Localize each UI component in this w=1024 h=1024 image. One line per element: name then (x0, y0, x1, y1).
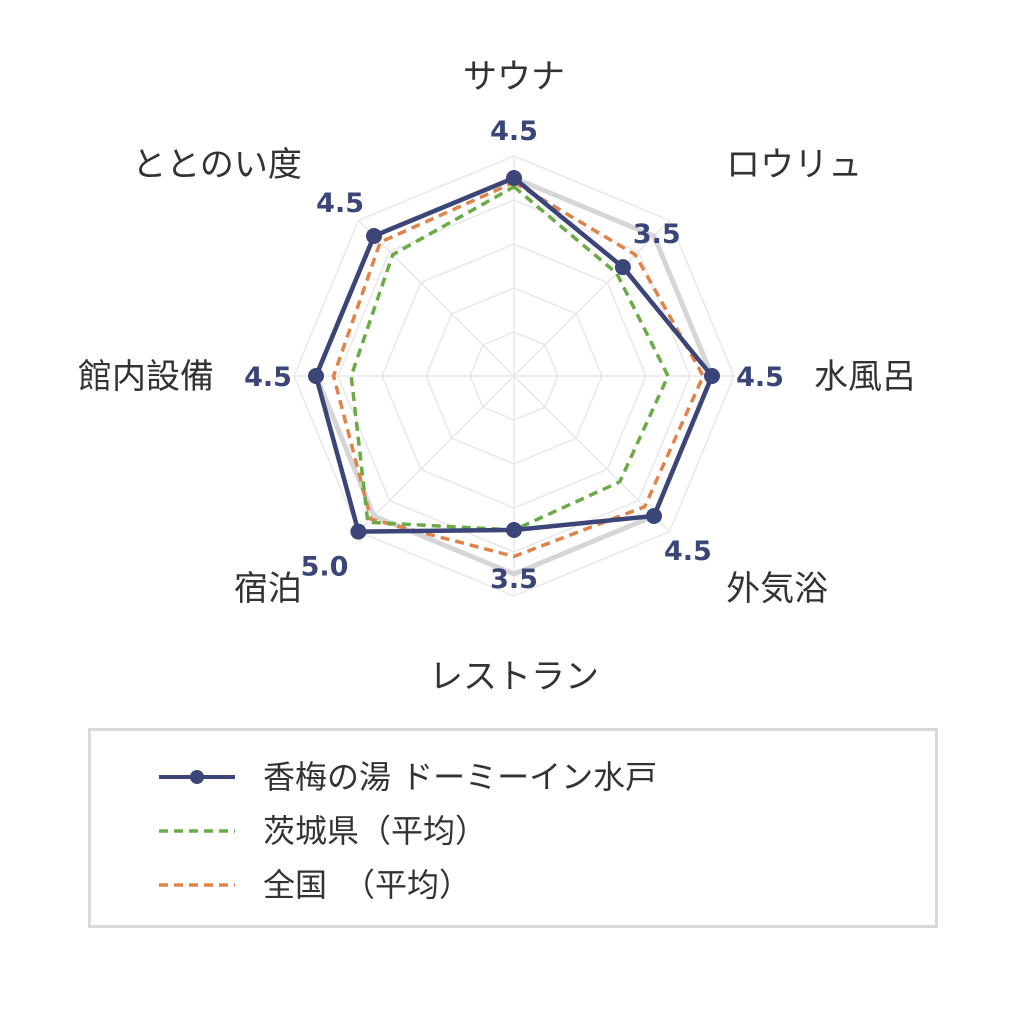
value-label: 4.5 (316, 188, 364, 219)
data-point (704, 368, 720, 384)
value-label: 3.5 (490, 564, 538, 595)
legend-line-ibaraki (159, 829, 235, 833)
value-label: 3.5 (633, 219, 681, 250)
data-point (350, 523, 367, 540)
legend-label-ibaraki: 茨城県（平均） (263, 812, 488, 850)
axis-label: ととのい度 (132, 145, 302, 185)
axis-label: ロウリュ (726, 145, 862, 185)
grid-spoke (357, 219, 515, 377)
value-label: 4.5 (244, 362, 292, 393)
axis-label: 宿泊 (234, 569, 302, 609)
legend-label-hotel: 香梅の湯 ドーミーイン水戸 (263, 758, 658, 796)
grid-spoke (357, 375, 515, 533)
grid-spoke (513, 219, 671, 377)
legend-item-ibaraki: 茨城県（平均） (91, 811, 935, 851)
axis-label: レストラン (429, 657, 599, 697)
data-point (646, 508, 662, 524)
data-point (506, 170, 522, 186)
value-label: 4.5 (490, 116, 538, 147)
axis-label: サウナ (463, 57, 565, 97)
series-line (349, 185, 670, 532)
legend-item-national: 全国 （平均） (91, 865, 935, 905)
axis-label: 館内設備 (78, 357, 214, 397)
series-line (331, 180, 705, 559)
legend-line-national (159, 883, 235, 887)
legend-item-hotel: 香梅の湯 ドーミーイン水戸 (91, 757, 935, 797)
data-point (614, 259, 631, 276)
value-label: 5.0 (301, 552, 349, 583)
legend: 香梅の湯 ドーミーイン水戸 茨城県（平均） 全国 （平均） (88, 728, 938, 928)
data-point (308, 368, 324, 384)
legend-label-national: 全国 （平均） (263, 866, 472, 904)
axis-label: 外気浴 (726, 569, 828, 609)
value-label: 4.5 (736, 362, 784, 393)
legend-line-hotel (159, 770, 235, 784)
value-label: 4.5 (664, 536, 712, 567)
data-point (366, 228, 382, 244)
data-point (506, 522, 522, 538)
axis-label: 水風呂 (814, 357, 916, 397)
